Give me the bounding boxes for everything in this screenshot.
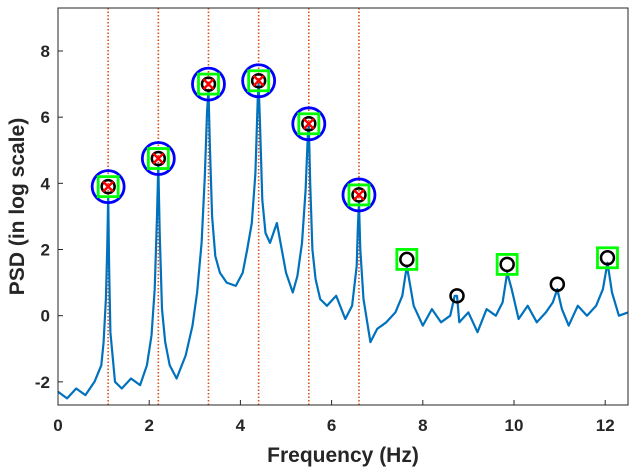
x-axis-label: Frequency (Hz): [267, 444, 419, 467]
black-circle-marker: [599, 250, 616, 266]
axes-frame: [57, 7, 629, 406]
y-tick-label: -2: [35, 373, 50, 392]
green-square-marker: [395, 248, 419, 271]
y-tick-label: 2: [41, 241, 50, 260]
x-tick-label: 10: [505, 416, 524, 435]
blue-circle-marker: [140, 141, 176, 176]
blue-circle-marker: [191, 66, 226, 102]
black-circle-marker: [449, 288, 465, 304]
black-circle-marker: [499, 256, 515, 273]
x-tick-label: 8: [418, 416, 427, 435]
black-circle-marker: [301, 116, 317, 132]
x-tick-label: 12: [596, 416, 615, 435]
green-square-marker: [297, 112, 321, 136]
black-circle-marker: [399, 251, 415, 268]
blue-circle-marker: [291, 106, 327, 142]
black-circle-marker: [549, 276, 566, 292]
plot-area: [58, 8, 628, 405]
red-cross-marker: [302, 117, 315, 130]
y-axis-label: PSD (in log scale): [6, 118, 29, 295]
green-square-marker: [495, 252, 519, 276]
black-circle-marker: [351, 187, 367, 203]
red-cross-marker: [102, 180, 115, 193]
red-cross-marker: [202, 78, 215, 90]
green-square-marker: [247, 69, 271, 93]
black-circle-marker: [150, 150, 167, 167]
black-circle-marker: [100, 178, 116, 195]
x-tick-label: 6: [327, 416, 336, 435]
green-square-marker: [596, 246, 619, 270]
y-tick-label: 4: [41, 174, 51, 193]
red-cross-marker: [252, 74, 265, 87]
green-square-marker: [347, 183, 371, 207]
blue-circle-marker: [241, 63, 277, 99]
x-tick-label: 4: [236, 416, 246, 435]
green-square-marker: [146, 147, 170, 170]
black-circle-marker: [250, 73, 267, 89]
x-tick-label: 0: [53, 416, 62, 435]
red-cross-marker: [152, 152, 165, 165]
axis-ticks: 0 2 4 6 8 10 12 -2 0 2 4 6 8: [35, 42, 615, 435]
blue-circle-marker: [90, 169, 126, 205]
green-square-marker: [197, 72, 220, 96]
red-cross-marker: [353, 189, 365, 201]
blue-circle-marker: [341, 177, 377, 213]
y-tick-label: 0: [41, 307, 50, 326]
green-square-marker: [96, 175, 120, 199]
psd-series-line: [58, 83, 628, 400]
y-tick-label: 8: [41, 42, 50, 61]
x-tick-label: 2: [144, 416, 153, 435]
black-circle-marker: [200, 76, 217, 92]
y-tick-label: 6: [41, 108, 50, 127]
